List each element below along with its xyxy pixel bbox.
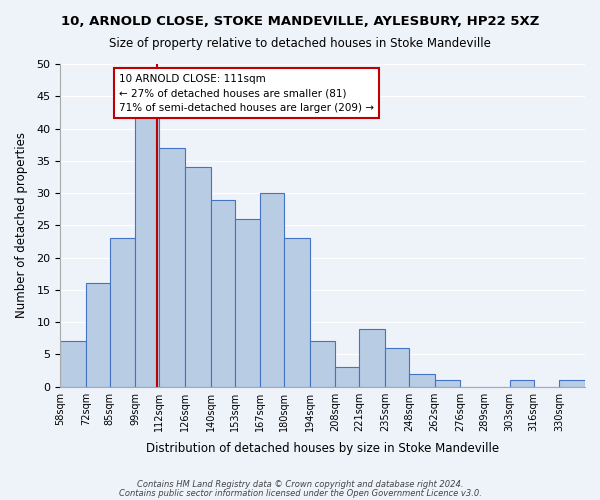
Bar [86, 284, 110, 387]
Y-axis label: Number of detached properties: Number of detached properties [15, 132, 28, 318]
Bar [211, 200, 235, 386]
Bar [136, 116, 159, 386]
Bar [185, 167, 211, 386]
Bar [159, 148, 185, 386]
Bar [559, 380, 585, 386]
Text: Size of property relative to detached houses in Stoke Mandeville: Size of property relative to detached ho… [109, 38, 491, 51]
Bar [434, 380, 460, 386]
Bar [359, 328, 385, 386]
Bar [335, 368, 359, 386]
Bar [235, 219, 260, 386]
Bar [284, 238, 310, 386]
Bar [110, 238, 136, 386]
X-axis label: Distribution of detached houses by size in Stoke Mandeville: Distribution of detached houses by size … [146, 442, 499, 455]
Bar [385, 348, 409, 387]
Bar [510, 380, 533, 386]
Bar [260, 193, 284, 386]
Bar [60, 342, 86, 386]
Text: 10 ARNOLD CLOSE: 111sqm
← 27% of detached houses are smaller (81)
71% of semi-de: 10 ARNOLD CLOSE: 111sqm ← 27% of detache… [119, 74, 374, 114]
Bar [310, 342, 335, 386]
Text: Contains public sector information licensed under the Open Government Licence v3: Contains public sector information licen… [119, 489, 481, 498]
Text: Contains HM Land Registry data © Crown copyright and database right 2024.: Contains HM Land Registry data © Crown c… [137, 480, 463, 489]
Text: 10, ARNOLD CLOSE, STOKE MANDEVILLE, AYLESBURY, HP22 5XZ: 10, ARNOLD CLOSE, STOKE MANDEVILLE, AYLE… [61, 15, 539, 28]
Bar [409, 374, 434, 386]
